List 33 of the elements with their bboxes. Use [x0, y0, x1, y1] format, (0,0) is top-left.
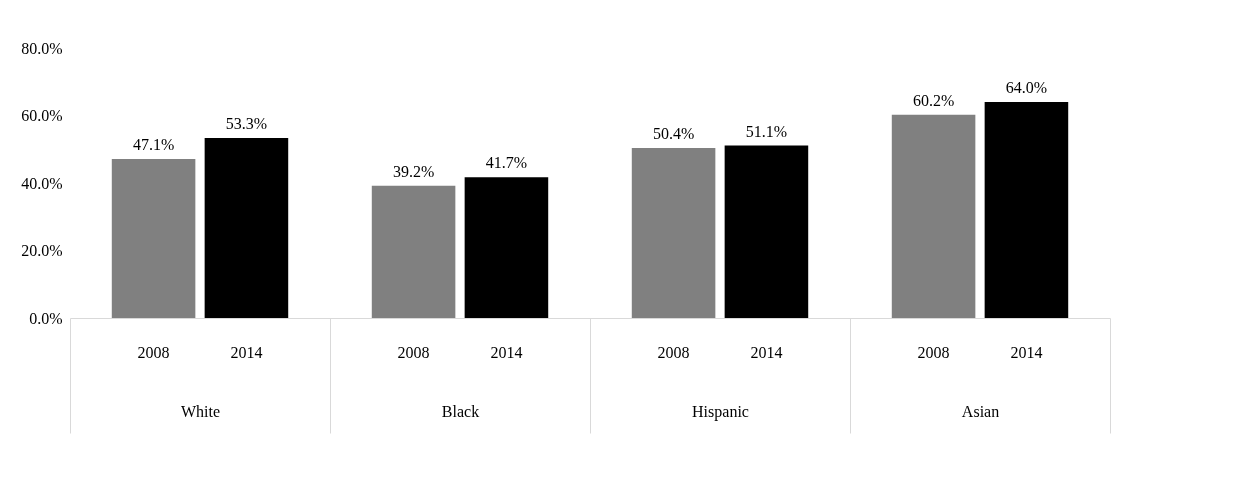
y-tick-label: 60.0%: [21, 107, 63, 124]
text: 2014: [490, 344, 523, 361]
bar: [464, 177, 549, 318]
bar: [984, 102, 1069, 318]
bar: [724, 145, 809, 318]
text: 2008: [657, 344, 690, 361]
data-label: 64.0%: [1005, 79, 1048, 96]
bar: [891, 114, 976, 318]
x-tick-label: Hispanic: [692, 402, 749, 421]
y-tick-label: 0.0%: [29, 309, 63, 327]
x-tick-label: White: [180, 402, 221, 420]
series-label: 2008: [137, 344, 170, 361]
data-label: 39.2%: [392, 162, 435, 180]
data-label: 53.3%: [225, 115, 268, 133]
y-tick-label: 80.0%: [21, 39, 63, 57]
text: 2008: [917, 344, 950, 361]
bar: [111, 159, 196, 318]
data-label: 47.1%: [132, 136, 175, 154]
series-label: 2014: [230, 344, 263, 361]
x-tick-label: Asian: [961, 402, 1000, 420]
data-label: 41.7%: [485, 154, 528, 172]
data-label: 51.1%: [745, 122, 788, 140]
data-label: 50.4%: [652, 124, 695, 142]
y-tick-label: 20.0%: [21, 242, 63, 259]
bar: [631, 147, 716, 318]
text: 2014: [750, 344, 783, 361]
bar: [371, 185, 456, 318]
bar: [204, 138, 289, 318]
x-tick-label: Black: [441, 402, 480, 420]
text: 2014: [1010, 344, 1043, 361]
text: 2008: [397, 344, 430, 361]
data-label: 60.2%: [912, 91, 955, 109]
y-tick-label: 40.0%: [21, 174, 63, 192]
